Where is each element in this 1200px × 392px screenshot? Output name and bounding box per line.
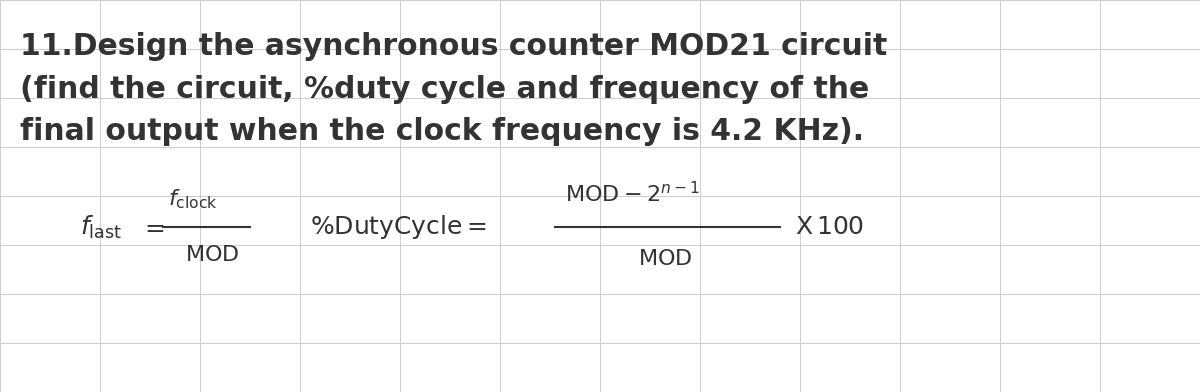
Text: final output when the clock frequency is 4.2 KHz).: final output when the clock frequency is…: [20, 117, 864, 146]
Text: $\mathregular{MOD}$: $\mathregular{MOD}$: [185, 245, 240, 265]
Text: $=$: $=$: [140, 215, 166, 239]
Text: $f_{\mathregular{last}}$: $f_{\mathregular{last}}$: [80, 213, 122, 241]
Text: $\mathregular{\%DutyCycle}=$: $\mathregular{\%DutyCycle}=$: [310, 213, 487, 241]
Text: $f_{\mathregular{clock}}$: $f_{\mathregular{clock}}$: [168, 187, 217, 211]
Text: (find the circuit, %duty cycle and frequency of the: (find the circuit, %duty cycle and frequ…: [20, 75, 869, 104]
Text: $\mathregular{MOD}-2^{n-1}$: $\mathregular{MOD}-2^{n-1}$: [565, 181, 700, 207]
Text: $\mathregular{MOD}$: $\mathregular{MOD}$: [638, 249, 692, 269]
Text: 11.Design the asynchronous counter MOD21 circuit: 11.Design the asynchronous counter MOD21…: [20, 32, 887, 61]
Text: $\mathregular{X\,100}$: $\mathregular{X\,100}$: [796, 215, 864, 239]
